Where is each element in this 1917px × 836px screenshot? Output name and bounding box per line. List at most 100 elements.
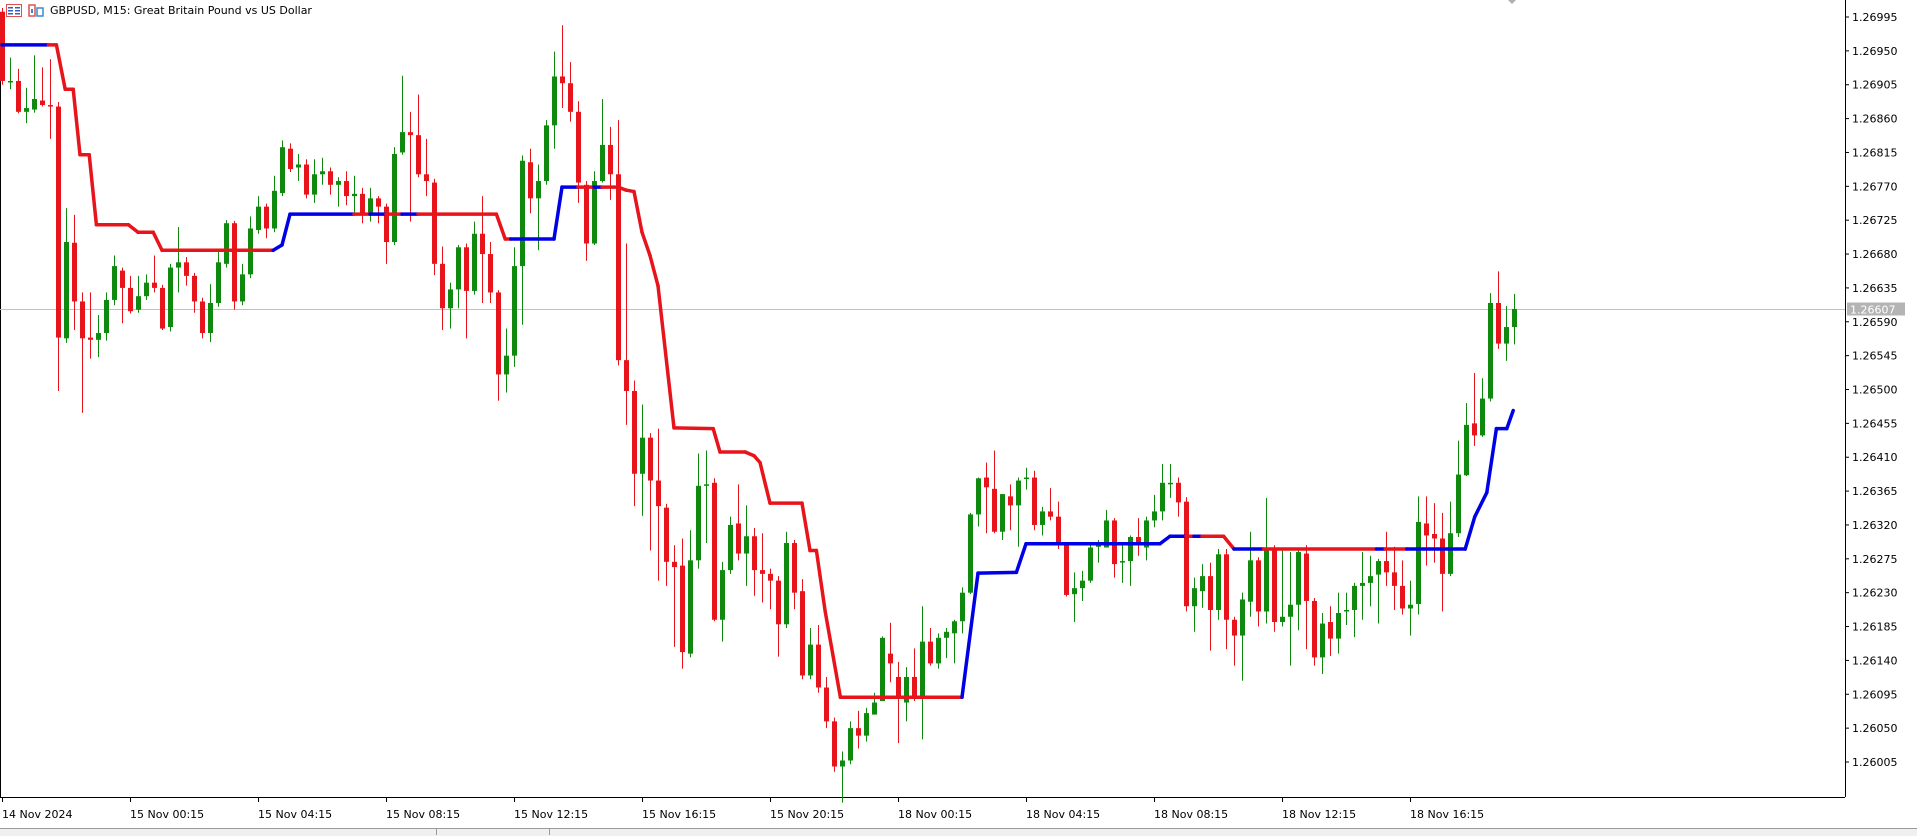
bear-candle-body bbox=[624, 360, 629, 392]
bull-candle-body bbox=[336, 181, 341, 185]
price-tick-label: 1.26860 bbox=[1852, 113, 1898, 126]
bull-candle-body bbox=[296, 164, 301, 168]
bull-candle-body bbox=[1448, 533, 1453, 574]
price-tick-label: 1.26500 bbox=[1852, 383, 1898, 396]
bear-candle-body bbox=[1136, 536, 1141, 546]
bear-candle-body bbox=[1256, 560, 1261, 612]
bear-candle-body bbox=[1432, 533, 1437, 539]
bull-candle-body bbox=[456, 247, 461, 290]
candle bbox=[1136, 518, 1141, 556]
price-tick-label: 1.26410 bbox=[1852, 451, 1898, 464]
candle bbox=[32, 55, 37, 113]
candle bbox=[1376, 558, 1381, 624]
candle bbox=[832, 717, 837, 772]
bull-candle-body bbox=[1344, 609, 1349, 612]
bull-candle-body bbox=[280, 147, 285, 194]
candle bbox=[1384, 531, 1389, 586]
candle bbox=[928, 628, 933, 666]
bear-candle-body bbox=[816, 644, 821, 688]
candle bbox=[1240, 592, 1245, 681]
bull-candle-body bbox=[1352, 585, 1357, 610]
bear-candle-body bbox=[1440, 538, 1445, 574]
bear-candle-body bbox=[888, 653, 893, 664]
bear-candle-body bbox=[48, 105, 53, 107]
trend-line-segment-red bbox=[640, 230, 652, 258]
bull-candle-body bbox=[1160, 482, 1165, 512]
bull-candle-body bbox=[472, 233, 477, 291]
bear-candle-body bbox=[328, 171, 333, 185]
candle bbox=[1296, 549, 1301, 631]
candle bbox=[264, 203, 269, 239]
candle bbox=[88, 292, 93, 359]
candle bbox=[432, 178, 437, 276]
bull-candle-body bbox=[1072, 588, 1077, 595]
bull-candle-body bbox=[64, 242, 69, 339]
bear-candle-body bbox=[928, 641, 933, 664]
candle bbox=[136, 275, 141, 313]
candle bbox=[824, 676, 829, 729]
candle bbox=[776, 576, 781, 657]
time-tick-label: 18 Nov 00:15 bbox=[898, 808, 972, 821]
candle bbox=[8, 57, 13, 90]
bear-candle-body bbox=[1048, 511, 1053, 517]
candle bbox=[920, 606, 925, 740]
bear-candle-body bbox=[80, 301, 85, 339]
candle bbox=[416, 94, 421, 178]
candle bbox=[1160, 463, 1165, 521]
candle bbox=[1440, 512, 1445, 612]
bear-candle-body bbox=[288, 148, 293, 170]
candle bbox=[488, 242, 493, 303]
bear-candle-body bbox=[1232, 619, 1237, 636]
candle bbox=[48, 59, 53, 139]
candle bbox=[784, 531, 789, 629]
bear-candle-body bbox=[752, 536, 757, 571]
candle bbox=[280, 140, 285, 197]
bear-candle-body bbox=[616, 174, 621, 361]
candle bbox=[224, 220, 229, 268]
candle bbox=[368, 187, 373, 222]
trend-line-segment-red bbox=[494, 212, 507, 241]
bull-candle-body bbox=[96, 333, 101, 340]
trend-line-segment-blue bbox=[280, 212, 292, 247]
candle bbox=[1224, 549, 1229, 650]
candle bbox=[856, 710, 861, 749]
chart-tabs-bar[interactable] bbox=[0, 828, 1917, 836]
candle bbox=[312, 159, 317, 203]
bull-candle-body bbox=[272, 190, 277, 229]
candle bbox=[1232, 616, 1237, 666]
bear-candle-body bbox=[912, 676, 917, 699]
bear-candle-body bbox=[896, 676, 901, 699]
chart-list-icon[interactable] bbox=[6, 3, 22, 17]
candle bbox=[424, 138, 429, 197]
candle bbox=[904, 667, 909, 722]
time-tick-label: 15 Nov 12:15 bbox=[514, 808, 588, 821]
candle bbox=[512, 247, 517, 367]
candle bbox=[1040, 506, 1045, 536]
candle bbox=[1256, 557, 1261, 627]
candle bbox=[696, 453, 701, 569]
bull-candle-body bbox=[1512, 308, 1517, 328]
time-tick-label: 15 Nov 16:15 bbox=[642, 808, 716, 821]
candle bbox=[1208, 562, 1213, 651]
bear-candle-body bbox=[88, 337, 93, 340]
indicator-window-icon[interactable] bbox=[28, 3, 44, 17]
bull-candle-body bbox=[112, 266, 117, 300]
candle bbox=[1000, 494, 1005, 541]
candle bbox=[608, 126, 613, 200]
bear-candle-body bbox=[824, 687, 829, 722]
bull-candle-body bbox=[256, 206, 261, 230]
candle bbox=[1200, 564, 1205, 608]
candle bbox=[144, 274, 149, 300]
candle bbox=[1144, 516, 1149, 561]
candle bbox=[1192, 577, 1197, 632]
trend-line-segment-red bbox=[71, 87, 82, 157]
bear-candle-body bbox=[184, 262, 189, 276]
bull-candle-body bbox=[1120, 561, 1125, 563]
candle bbox=[1088, 543, 1093, 583]
candle bbox=[624, 243, 629, 425]
bull-candle-body bbox=[920, 641, 925, 696]
trend-line-segment-red bbox=[632, 189, 644, 234]
chart-shift-marker-icon[interactable] bbox=[1508, 0, 1516, 4]
bear-candle-body bbox=[488, 254, 493, 293]
